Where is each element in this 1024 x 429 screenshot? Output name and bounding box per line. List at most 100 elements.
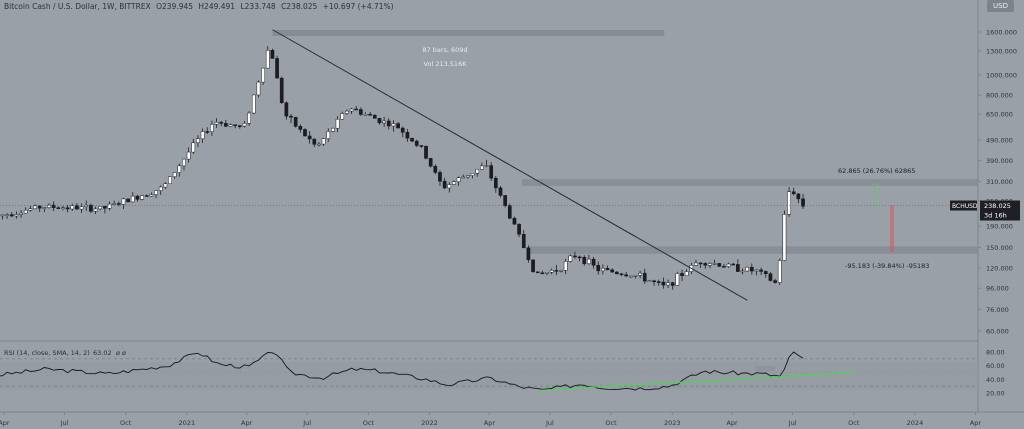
candle	[158, 186, 163, 191]
candle	[680, 273, 684, 276]
time-axis-label: 2024	[907, 419, 924, 427]
candle	[582, 257, 587, 264]
candle	[354, 108, 359, 111]
candle	[428, 158, 433, 167]
candle	[466, 175, 470, 178]
time-axis-label: Oct	[605, 419, 617, 427]
candle	[89, 204, 93, 212]
candle	[656, 281, 661, 283]
candle	[642, 272, 647, 282]
candle	[363, 114, 368, 116]
candle	[349, 108, 354, 112]
candle	[307, 135, 312, 140]
time-axis-label: 2023	[664, 419, 681, 427]
candle	[279, 77, 284, 103]
candle	[121, 198, 126, 205]
ohlc-change: +10.697 (+4.71%)	[322, 2, 394, 11]
candle	[559, 270, 563, 272]
ticker-tag: BCHUSD	[952, 203, 978, 210]
candle	[107, 203, 112, 209]
candle	[763, 271, 768, 275]
candle	[438, 172, 442, 182]
price-axis-label: 76.000	[986, 306, 1009, 314]
rsi-band-background	[0, 362, 978, 390]
upside-label: 62.865 (26.76%) 62865	[838, 167, 915, 175]
price-axis-label: 800.000	[986, 92, 1013, 100]
candle	[93, 208, 98, 212]
candle	[652, 280, 656, 283]
price-axis-label: 60.000	[986, 328, 1009, 336]
candle	[521, 234, 526, 249]
candle	[382, 120, 386, 124]
candle	[442, 180, 447, 189]
time-axis-label: Oct	[363, 419, 375, 427]
price-axis-label: 150.000	[986, 244, 1013, 252]
candle	[577, 256, 582, 259]
candle	[326, 131, 331, 139]
candle	[140, 195, 144, 200]
candle	[42, 207, 47, 209]
ohlc-open: O239.945	[156, 2, 194, 11]
candle	[75, 205, 79, 210]
candle	[372, 115, 377, 119]
candle	[698, 262, 703, 265]
price-axis-label: 1600.000	[986, 29, 1017, 37]
candle	[28, 208, 33, 211]
candle	[177, 165, 182, 173]
measure-range-bar	[272, 30, 665, 36]
time-axis-label: Apr	[241, 419, 253, 427]
candle	[749, 266, 754, 272]
downside-label: -95.183 (-39.84%) -95183	[845, 262, 929, 270]
candle	[144, 195, 149, 197]
candle	[628, 275, 633, 278]
rsi-value: 63.02	[93, 349, 112, 357]
candle	[368, 114, 373, 116]
candle	[247, 112, 251, 124]
time-axis-label: Jul	[302, 419, 311, 427]
candle	[452, 181, 456, 185]
time-axis-label: Jul	[60, 419, 69, 427]
candle	[256, 81, 261, 96]
candle	[33, 205, 37, 210]
candle	[340, 113, 345, 120]
candle	[661, 281, 666, 286]
candle	[498, 187, 503, 196]
candle	[601, 268, 605, 272]
candle	[386, 120, 391, 127]
candle	[23, 210, 28, 214]
candle	[670, 282, 675, 286]
price-axis-label: 490.000	[986, 136, 1013, 144]
candle	[130, 195, 135, 203]
candle	[210, 124, 214, 132]
time-axis-label: 2022	[421, 419, 438, 427]
candle	[633, 275, 638, 277]
candle	[214, 121, 219, 125]
candle	[740, 270, 745, 273]
candle	[149, 194, 154, 197]
currency-button[interactable]: USD	[987, 0, 1014, 12]
candle	[638, 272, 642, 276]
candle	[359, 109, 363, 115]
candle	[196, 138, 200, 144]
candle	[224, 123, 228, 127]
candle	[675, 273, 680, 286]
candle	[79, 206, 84, 210]
candle	[0, 214, 5, 217]
measure-bars-label: 87 bars, 609d	[422, 46, 467, 54]
candle	[759, 269, 763, 272]
candle	[624, 274, 629, 277]
candle	[540, 272, 545, 275]
candle	[70, 205, 75, 210]
projection-down-box	[890, 205, 894, 253]
candle	[587, 258, 591, 264]
candle	[470, 173, 475, 176]
rsi-extra: ø ø	[116, 349, 126, 357]
candle	[666, 282, 670, 286]
candle	[796, 193, 801, 200]
candle	[331, 127, 335, 132]
candle	[545, 272, 549, 274]
candle	[191, 142, 196, 153]
candle	[242, 123, 247, 127]
candle	[289, 115, 293, 118]
